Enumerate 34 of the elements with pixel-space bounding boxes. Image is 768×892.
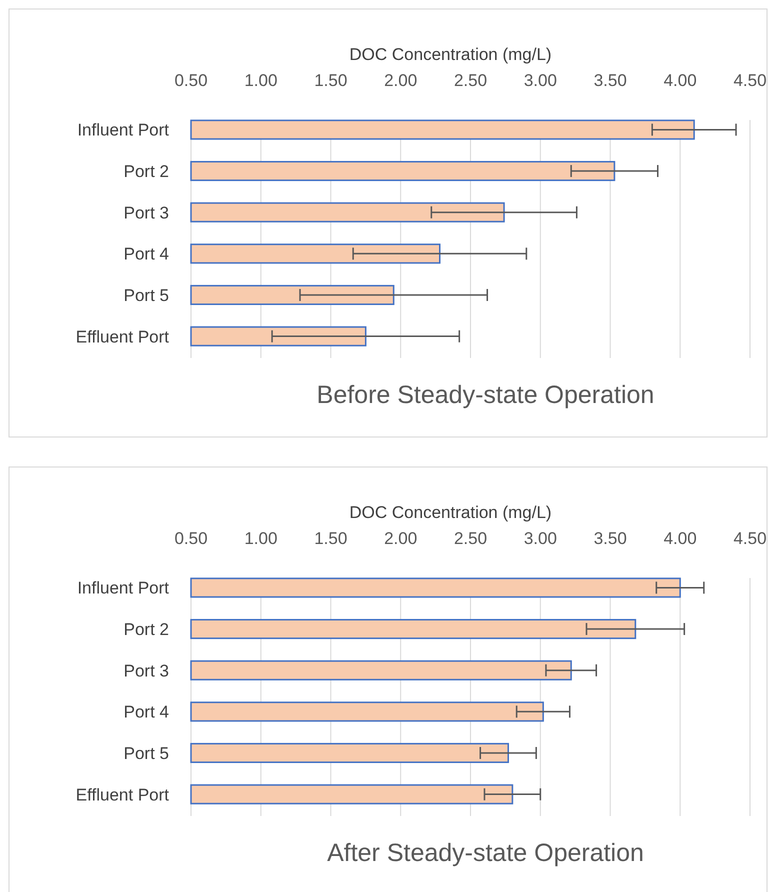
y-tick-label: Port 5 [124,744,169,763]
x-tick-label: 3.50 [594,529,627,548]
x-tick-label: 0.50 [174,529,208,548]
x-axis-title: DOC Concentration (mg/L) [349,45,552,64]
x-tick-label: 1.00 [244,71,278,90]
x-tick-label: 1.50 [314,529,348,548]
x-tick-label: 4.50 [733,529,767,548]
y-tick-label: Port 4 [124,244,169,264]
x-tick-label: 3.50 [594,71,627,90]
x-tick-label: 2.50 [454,71,488,90]
y-tick-label: Effluent Port [76,327,170,346]
x-tick-label: 2.00 [384,71,418,90]
y-tick-label: Influent Port [77,578,170,598]
x-tick-label: 4.50 [733,71,767,90]
y-tick-label: Port 5 [124,286,169,305]
x-tick-label: 3.00 [524,529,557,548]
y-tick-label: Port 3 [124,661,169,680]
y-tick-label: Port 4 [124,702,169,722]
x-tick-label: 0.50 [174,71,208,90]
x-tick-label: 1.00 [244,529,278,548]
y-tick-label: Influent Port [77,120,170,140]
y-tick-label: Port 3 [124,203,169,222]
y-tick-label: Effluent Port [76,785,170,804]
x-axis-title: DOC Concentration (mg/L) [349,503,552,522]
x-tick-label: 3.00 [524,71,557,90]
x-tick-label: 2.00 [384,529,418,548]
text: Before Steady-state Operation [316,381,654,409]
x-tick-label: 2.50 [454,529,488,548]
y-tick-label: Port 2 [124,620,169,640]
x-tick-label: 1.50 [314,71,348,90]
text: After Steady-state Operation [327,839,644,867]
y-tick-label: Port 2 [124,162,169,182]
x-tick-label: 4.00 [664,71,697,90]
x-tick-label: 4.00 [664,529,697,548]
